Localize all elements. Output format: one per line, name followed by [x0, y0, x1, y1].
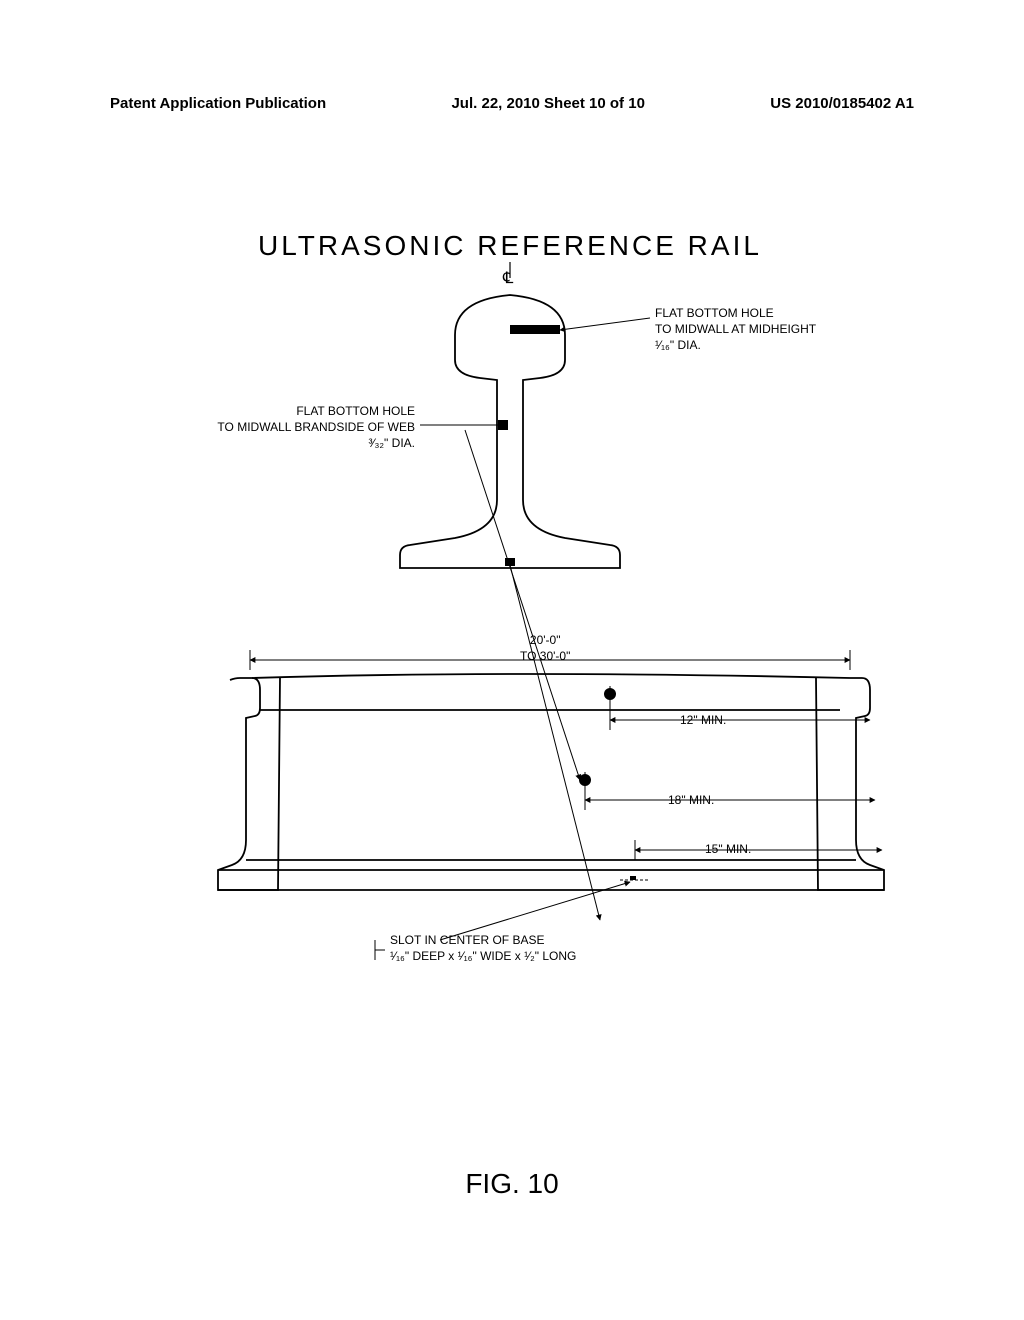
annotation-line: 18" MIN. [668, 793, 714, 807]
annotation-head-hole: FLAT BOTTOM HOLE TO MIDWALL AT MIDHEIGHT… [655, 305, 816, 354]
dim-12 [610, 686, 870, 730]
header-left: Patent Application Publication [110, 95, 326, 112]
diagram-area: ULTRASONIC REFERENCE RAIL ℄ [110, 200, 910, 1100]
slot-marker [620, 876, 650, 880]
annotation-line: TO 30'-0" [520, 648, 570, 664]
annotation-line: SLOT IN CENTER OF BASE [390, 932, 576, 948]
annotation-line: 15" MIN. [705, 842, 751, 856]
dim-18 [585, 772, 875, 810]
header-middle: Jul. 22, 2010 Sheet 10 of 10 [451, 95, 644, 112]
annotation-line: FLAT BOTTOM HOLE [190, 403, 415, 419]
annotation-line: ³⁄₃₂" DIA. [190, 435, 415, 451]
annotation-18: 18" MIN. [668, 792, 714, 808]
annotation-length: 20'-0" TO 30'-0" [520, 632, 570, 664]
figure-label: FIG. 10 [465, 1168, 558, 1200]
dim-15 [635, 840, 882, 860]
page-header: Patent Application Publication Jul. 22, … [0, 95, 1024, 112]
annotation-slot: SLOT IN CENTER OF BASE ¹⁄₁₆" DEEP x ¹⁄₁₆… [390, 932, 576, 964]
header-right: US 2010/0185402 A1 [770, 95, 914, 112]
annotation-line: ¹⁄₁₆" DEEP x ¹⁄₁₆" WIDE x ¹⁄₂" LONG [390, 948, 576, 964]
annotation-line: TO MIDWALL BRANDSIDE OF WEB [190, 419, 415, 435]
annotation-line: TO MIDWALL AT MIDHEIGHT [655, 321, 816, 337]
annotation-line: 12" MIN. [680, 713, 726, 727]
rail-side-view [218, 674, 884, 890]
rail-cross-section [400, 295, 620, 568]
annotation-15: 15" MIN. [705, 841, 751, 857]
annotation-web-hole: FLAT BOTTOM HOLE TO MIDWALL BRANDSIDE OF… [190, 403, 415, 452]
annotation-line: ¹⁄₁₆" DIA. [655, 337, 816, 353]
annotation-line: 20'-0" [520, 632, 570, 648]
annotation-line: FLAT BOTTOM HOLE [655, 305, 816, 321]
annotation-12: 12" MIN. [680, 712, 726, 728]
